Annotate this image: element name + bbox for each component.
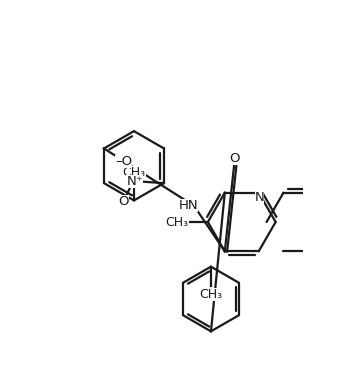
Text: CH₃: CH₃: [166, 216, 189, 228]
Text: O: O: [229, 152, 239, 164]
Text: CH₃: CH₃: [199, 288, 222, 301]
Text: N: N: [255, 191, 264, 204]
Text: O: O: [119, 195, 129, 208]
Text: –O: –O: [115, 155, 132, 168]
Text: CH₃: CH₃: [122, 166, 146, 179]
Text: HN: HN: [179, 199, 198, 212]
Text: N⁺: N⁺: [126, 175, 143, 188]
